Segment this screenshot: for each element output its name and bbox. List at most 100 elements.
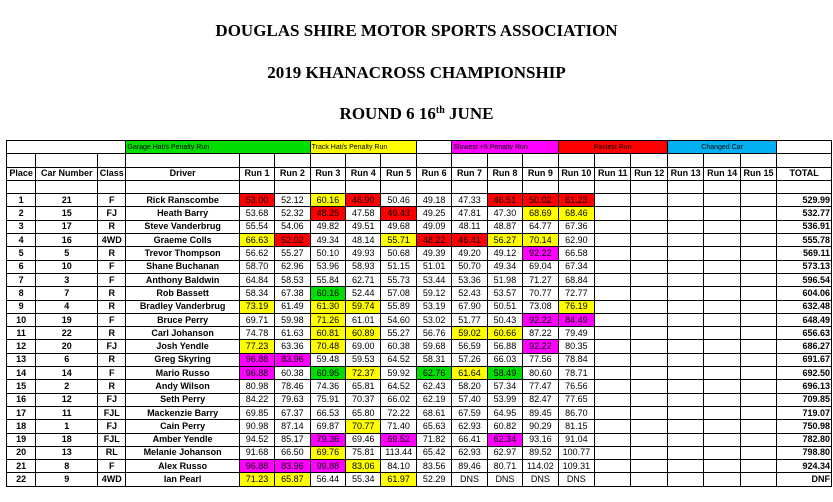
table-row: 22 9 4WD Ian Pearl 71.23 65.87 56.44 55.34 61.97… — [5, 472, 832, 487]
run-cell: 60.66 — [486, 326, 524, 341]
run-cell: 109.31 — [557, 459, 596, 474]
run-cell — [739, 206, 778, 221]
run-cell: 47.81 — [451, 206, 488, 221]
place-cell: 19 — [5, 432, 37, 447]
empty-cell — [776, 139, 832, 155]
run-cell — [739, 326, 778, 341]
run-cell: 52.12 — [274, 193, 311, 208]
run-cell — [666, 339, 705, 354]
column-header: Run 8 — [486, 166, 524, 181]
run-cell: 50.68 — [380, 246, 417, 261]
table-row: 15 2 R Andy Wilson 80.98 78.46 74.36 65.81 64.52… — [5, 379, 832, 394]
run-cell: 96.88 — [238, 459, 276, 474]
empty-cell — [739, 153, 778, 168]
run-cell — [594, 193, 632, 208]
place-cell: 13 — [5, 352, 37, 368]
run-cell: 61.23 — [557, 193, 596, 208]
run-cell — [666, 419, 705, 434]
run-cell: 53.96 — [309, 259, 347, 274]
run-cell: 71.82 — [415, 432, 453, 447]
car-number-cell: 16 — [35, 233, 99, 248]
run-cell: 48.14 — [345, 233, 382, 248]
run-cell: 80.35 — [557, 339, 596, 354]
run-cell: 69.71 — [238, 312, 276, 328]
empty-cell — [5, 179, 37, 195]
class-cell: FJL — [97, 405, 127, 421]
run-cell: 55.54 — [238, 219, 276, 235]
header-row: Place Car Number Class Driver Run 1 Run 2 Run … — [5, 166, 832, 181]
total-cell: 782.80 — [776, 432, 832, 447]
run-cell — [594, 286, 632, 301]
run-cell: 57.08 — [380, 286, 417, 301]
driver-cell: Josh Yendle — [125, 339, 240, 354]
run-cell — [630, 352, 668, 368]
driver-cell: Carl Johanson — [125, 326, 240, 341]
driver-cell: Mario Russo — [125, 366, 240, 381]
run-cell: DNS — [486, 472, 524, 487]
run-cell — [703, 339, 741, 354]
place-cell: 21 — [5, 459, 37, 474]
run-cell — [739, 219, 778, 235]
run-cell — [666, 246, 705, 261]
run-cell: 100.77 — [557, 445, 596, 461]
class-cell: R — [97, 219, 127, 235]
legend-changed: Changed Car — [666, 139, 778, 155]
run-cell — [739, 193, 778, 208]
run-cell: 70.77 — [345, 419, 382, 434]
run-cell: 90.98 — [238, 419, 276, 434]
run-cell: 67.90 — [451, 299, 488, 314]
run-cell — [630, 312, 668, 328]
run-cell: 69.04 — [522, 259, 559, 274]
run-cell: 55.27 — [380, 326, 417, 341]
run-cell: 66.63 — [238, 233, 276, 248]
run-cell: 84.22 — [238, 392, 276, 407]
spacer-row — [5, 153, 832, 168]
run-cell — [703, 405, 741, 421]
car-number-cell: 10 — [35, 259, 99, 274]
run-cell: 49.93 — [345, 246, 382, 261]
run-cell: 49.09 — [415, 219, 453, 235]
driver-cell: Greg Skyring — [125, 352, 240, 368]
class-cell: F — [97, 459, 127, 474]
run-cell — [703, 299, 741, 314]
run-cell: 94.52 — [238, 432, 276, 447]
run-cell: 91.04 — [557, 432, 596, 447]
run-cell: 55.34 — [345, 472, 382, 487]
run-cell: 58.34 — [238, 286, 276, 301]
run-cell: 49.82 — [309, 219, 347, 235]
run-cell: 82.47 — [522, 392, 559, 407]
table-row: 16 12 FJ Seth Perry 84.22 79.63 75.91 70.37 66.0… — [5, 392, 832, 407]
run-cell: DNS — [451, 472, 488, 487]
run-cell — [666, 233, 705, 248]
run-cell: 70.77 — [522, 286, 559, 301]
run-cell: 53.00 — [238, 193, 276, 208]
run-cell: 66.50 — [274, 445, 311, 461]
column-header: Run 6 — [415, 166, 453, 181]
place-cell: 11 — [5, 326, 37, 341]
empty-cell — [238, 179, 276, 195]
table-row: 9 4 R Bradley Vanderbrug 73.19 61.49 61.30 59.7… — [5, 299, 832, 314]
class-cell: R — [97, 352, 127, 368]
run-cell: 69.52 — [380, 432, 417, 447]
column-header: Car Number — [35, 166, 99, 181]
run-cell — [594, 246, 632, 261]
empty-cell — [666, 179, 705, 195]
championship-title: 2019 KHANACROSS CHAMPIONSHIP — [267, 63, 566, 82]
column-header: Run 3 — [309, 166, 347, 181]
run-cell: 49.39 — [415, 246, 453, 261]
run-cell — [703, 259, 741, 274]
empty-cell — [380, 153, 417, 168]
run-cell: 91.68 — [238, 445, 276, 461]
car-number-cell: 4 — [35, 299, 99, 314]
run-cell — [666, 206, 705, 221]
run-cell: 59.92 — [380, 366, 417, 381]
driver-cell: Steve Vanderbrug — [125, 219, 240, 235]
class-cell: F — [97, 193, 127, 208]
run-cell: 69.76 — [309, 445, 347, 461]
run-cell: 55.73 — [380, 272, 417, 288]
run-cell: 68.46 — [557, 206, 596, 221]
run-cell — [630, 459, 668, 474]
run-cell: 78.46 — [274, 379, 311, 394]
run-cell — [703, 419, 741, 434]
run-cell — [739, 366, 778, 381]
